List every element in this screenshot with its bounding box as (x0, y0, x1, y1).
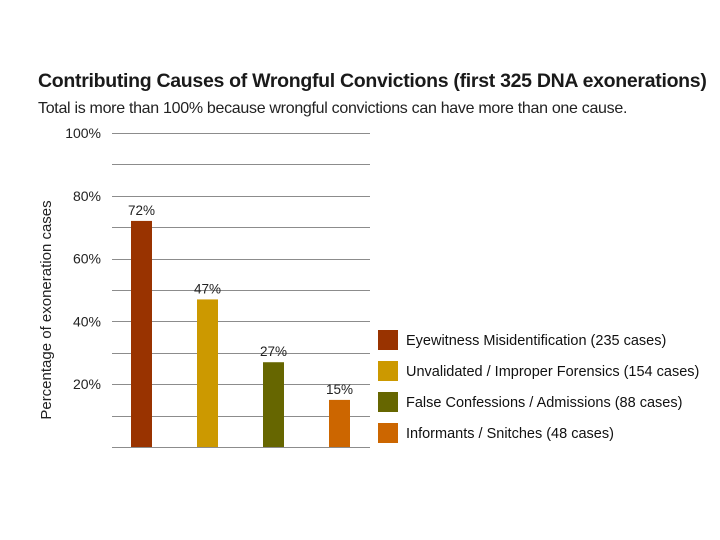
legend-label: Unvalidated / Improper Forensics (154 ca… (406, 364, 699, 380)
y-tick-label: 100% (65, 125, 101, 141)
data-label: 27% (260, 344, 287, 359)
data-label: 15% (326, 382, 353, 397)
legend-label: Eyewitness Misidentification (235 cases) (406, 333, 666, 349)
y-tick-label: 80% (73, 188, 101, 204)
legend-swatch (378, 392, 398, 412)
legend-swatch (378, 361, 398, 381)
y-axis-label: Percentage of exoneration cases (38, 200, 55, 419)
y-tick-label: 20% (73, 376, 101, 392)
legend-label: False Confessions / Admissions (88 cases… (406, 395, 682, 411)
bar (197, 299, 218, 447)
legend-swatch (378, 423, 398, 443)
chart-subtitle: Total is more than 100% because wrongful… (38, 100, 628, 117)
data-label: 47% (194, 281, 221, 296)
data-label: 72% (128, 203, 155, 218)
y-tick-label: 40% (73, 313, 101, 329)
chart-title: Contributing Causes of Wrongful Convicti… (38, 70, 707, 92)
legend-label: Informants / Snitches (48 cases) (406, 426, 614, 442)
y-tick-label: 60% (73, 251, 101, 267)
legend-swatch (378, 330, 398, 350)
bar (263, 362, 284, 447)
bar (329, 399, 350, 447)
bar (131, 220, 152, 447)
